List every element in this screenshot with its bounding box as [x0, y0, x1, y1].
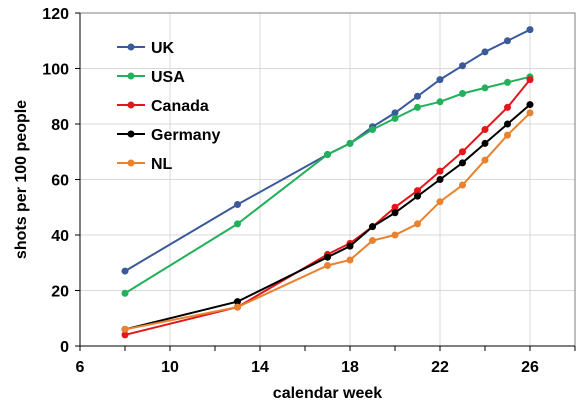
y-tick-labels: 0 20 40 60 80 100 120	[42, 6, 69, 356]
x-tick-label: 6	[76, 359, 85, 376]
y-tick-label: 60	[51, 173, 69, 190]
data-point	[414, 92, 421, 100]
data-point	[391, 231, 399, 239]
series-group	[121, 26, 534, 339]
legend-swatch-marker	[127, 130, 135, 138]
data-point	[504, 131, 511, 139]
data-point	[481, 156, 489, 164]
data-point	[504, 78, 511, 86]
series-nl	[121, 109, 534, 333]
legend-label: Germany	[151, 127, 220, 144]
data-point	[504, 120, 511, 128]
legend-swatch-marker	[127, 43, 135, 51]
legend-entry-uk: UK	[117, 40, 175, 57]
data-point	[324, 253, 331, 261]
data-point	[391, 109, 399, 117]
data-point	[346, 256, 354, 264]
data-point	[369, 223, 376, 231]
data-point	[391, 203, 399, 211]
data-point	[234, 200, 241, 208]
series-uk	[121, 26, 534, 275]
series-line	[124, 103, 531, 331]
x-tick-label: 22	[431, 359, 449, 376]
series-line	[124, 112, 531, 331]
x-axis-title: calendar week	[273, 385, 383, 402]
data-point	[121, 289, 129, 297]
legend-swatch-marker	[127, 159, 135, 167]
data-point	[121, 325, 129, 333]
data-point	[414, 192, 421, 200]
x-tick-labels: 6 10 14 18 22 26	[76, 359, 539, 376]
data-point	[436, 167, 444, 175]
data-point	[504, 103, 511, 111]
y-axis-title: shots per 100 people	[13, 100, 30, 259]
data-point	[459, 181, 466, 189]
data-point	[391, 209, 399, 217]
y-tick-label: 20	[51, 284, 69, 301]
data-point	[481, 84, 489, 92]
data-point	[436, 98, 444, 106]
data-point	[234, 298, 241, 306]
legend-label: NL	[151, 156, 173, 173]
legend-entry-nl: NL	[117, 156, 173, 173]
data-point	[414, 187, 421, 195]
data-point	[391, 114, 399, 122]
legend-entry-canada: Canada	[117, 98, 209, 115]
data-point	[436, 76, 444, 84]
data-point	[459, 148, 466, 156]
data-point	[459, 89, 466, 97]
data-point	[414, 220, 421, 228]
series-canada	[121, 76, 534, 339]
y-tick-label: 120	[42, 6, 69, 23]
legend-label: USA	[151, 69, 185, 86]
legend-entry-usa: USA	[117, 69, 185, 86]
data-point	[526, 109, 534, 117]
data-point	[414, 103, 421, 111]
x-tick-label: 10	[161, 359, 179, 376]
data-point	[324, 262, 331, 270]
legend: UK USA Canada Germany NL	[117, 40, 220, 173]
x-tick-label: 18	[341, 359, 359, 376]
data-point	[234, 303, 241, 311]
x-tick-label: 14	[251, 359, 269, 376]
data-point	[234, 220, 241, 228]
y-tick-label: 0	[60, 339, 69, 356]
legend-label: Canada	[151, 98, 209, 115]
grid-lines	[80, 12, 575, 346]
y-tick-label: 100	[42, 62, 69, 79]
data-point	[369, 126, 376, 134]
legend-swatch-marker	[127, 101, 135, 109]
axes	[75, 12, 576, 351]
data-point	[481, 139, 489, 147]
data-point	[459, 159, 466, 167]
series-line	[124, 78, 531, 336]
data-point	[121, 331, 129, 339]
data-point	[436, 176, 444, 183]
y-tick-label: 80	[51, 117, 69, 134]
data-point	[526, 101, 534, 109]
data-point	[459, 62, 466, 70]
legend-label: UK	[151, 40, 175, 57]
data-point	[346, 242, 354, 250]
data-point	[526, 26, 534, 34]
x-tick-label: 26	[521, 359, 539, 376]
data-point	[481, 126, 489, 134]
data-point	[481, 48, 489, 56]
data-point	[504, 37, 511, 45]
legend-entry-germany: Germany	[117, 127, 220, 144]
data-point	[526, 76, 534, 84]
data-point	[346, 139, 354, 147]
legend-swatch-marker	[127, 72, 135, 80]
data-point	[121, 267, 129, 275]
data-point	[369, 237, 376, 245]
series-line	[124, 28, 531, 272]
data-point	[436, 198, 444, 206]
y-tick-label: 40	[51, 228, 69, 245]
data-point	[324, 151, 331, 159]
series-usa	[121, 73, 534, 297]
series-line	[124, 75, 531, 295]
